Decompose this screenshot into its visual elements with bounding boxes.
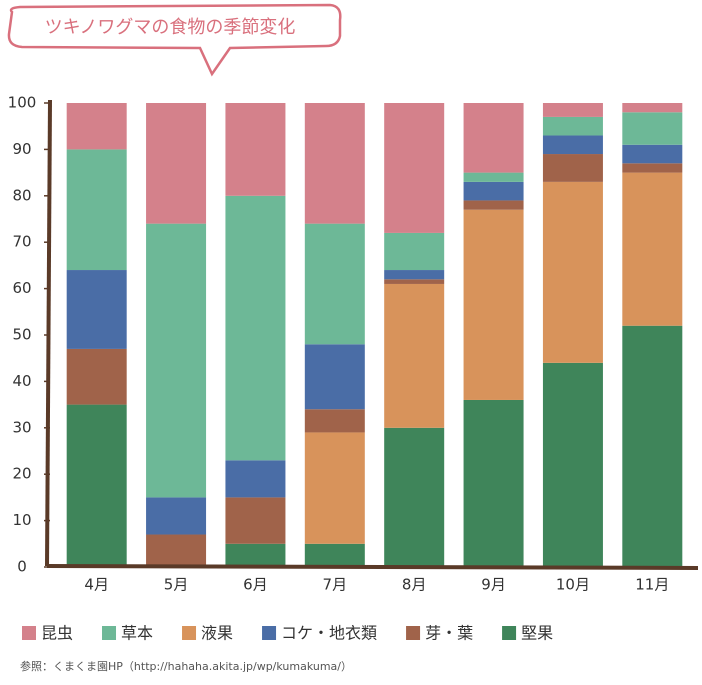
bar-segment: [66, 149, 127, 271]
bar-segment: [542, 116, 603, 136]
x-tick-label: 11月: [635, 576, 669, 594]
y-tick-label: 80: [12, 186, 31, 204]
y-tick-label: 40: [12, 372, 31, 390]
bar-segment: [542, 154, 603, 182]
bar-segment: [622, 144, 683, 164]
bar-segment: [225, 497, 286, 544]
source-note: 参照：くまくま園HP（http://hahaha.akita.jp/wp/kum…: [20, 659, 352, 673]
bar-segment: [304, 432, 365, 544]
bar-segment: [463, 399, 524, 567]
y-tick-label: 90: [12, 140, 31, 158]
bar-segment: [225, 460, 286, 498]
bar-segment: [66, 404, 127, 567]
bar-segment: [146, 223, 207, 498]
x-tick-label: 10月: [556, 576, 590, 594]
legend-swatch: [22, 626, 36, 640]
bar-segment: [463, 200, 524, 210]
bar-segment: [66, 103, 127, 150]
bar-segment: [463, 181, 524, 201]
bar-segment: [542, 362, 603, 567]
bar-segment: [146, 534, 207, 567]
bar-segment: [304, 409, 365, 433]
bar-segment: [225, 103, 286, 196]
bar-segment: [463, 209, 524, 400]
y-tick-label: 70: [12, 233, 31, 251]
x-tick-label: 5月: [164, 576, 189, 594]
legend-label: コケ・地衣類: [281, 624, 377, 643]
bar-segment: [463, 172, 524, 182]
bar-segment: [622, 103, 683, 113]
bar-segment: [542, 181, 603, 363]
bar-segment: [384, 270, 445, 280]
title-bubble: [7, 3, 342, 77]
y-tick-label: 100: [8, 94, 37, 112]
x-tick-label: 6月: [243, 576, 268, 594]
bar-segment: [304, 344, 365, 410]
x-tick-label: 9月: [481, 576, 506, 594]
y-tick-label: 50: [12, 326, 31, 344]
legend-swatch: [502, 626, 517, 640]
bar-segment: [146, 497, 207, 535]
y-tick-label: 20: [12, 465, 31, 483]
bar-segment: [384, 427, 445, 567]
y-tick-label: 0: [17, 558, 27, 576]
legend-swatch: [102, 626, 117, 640]
bar-segment: [225, 543, 286, 567]
y-tick-label: 60: [12, 279, 31, 297]
bar-segment: [66, 270, 127, 349]
legend-swatch: [262, 626, 277, 640]
y-tick-label: 30: [12, 418, 31, 436]
bar-segment: [542, 135, 603, 155]
bar-segment: [225, 195, 286, 461]
x-axis: [46, 564, 699, 570]
x-tick-label: 8月: [402, 576, 427, 594]
legend-swatch: [406, 626, 421, 640]
bar-segment: [384, 103, 445, 233]
bar-segment: [622, 325, 683, 567]
chart-title: ツキノワグマの食物の季節変化: [45, 17, 296, 38]
bar-segment: [622, 163, 683, 173]
legend-swatch: [182, 626, 197, 640]
bar-segment: [146, 103, 207, 224]
legend-label: 液果: [201, 624, 233, 643]
y-axis: [45, 99, 52, 567]
legend-label: 堅果: [521, 624, 553, 643]
bar-segment: [304, 223, 365, 345]
bar-segment: [384, 279, 445, 284]
x-tick-label: 4月: [84, 576, 109, 594]
bar-segment: [542, 103, 603, 117]
bar-segment: [304, 103, 365, 224]
bar-segment: [384, 232, 445, 271]
y-tick-label: 10: [12, 511, 31, 529]
legend-label: 草本: [121, 624, 153, 643]
x-tick-label: 7月: [323, 576, 348, 594]
legend-label: 芽・葉: [425, 624, 473, 643]
bar-segment: [622, 172, 683, 326]
bar-segment: [66, 348, 127, 405]
bar-segment: [622, 112, 683, 145]
bar-segment: [463, 103, 524, 173]
bar-segment: [384, 283, 445, 428]
legend-label: 昆虫: [41, 624, 73, 643]
bar-segment: [304, 543, 365, 567]
